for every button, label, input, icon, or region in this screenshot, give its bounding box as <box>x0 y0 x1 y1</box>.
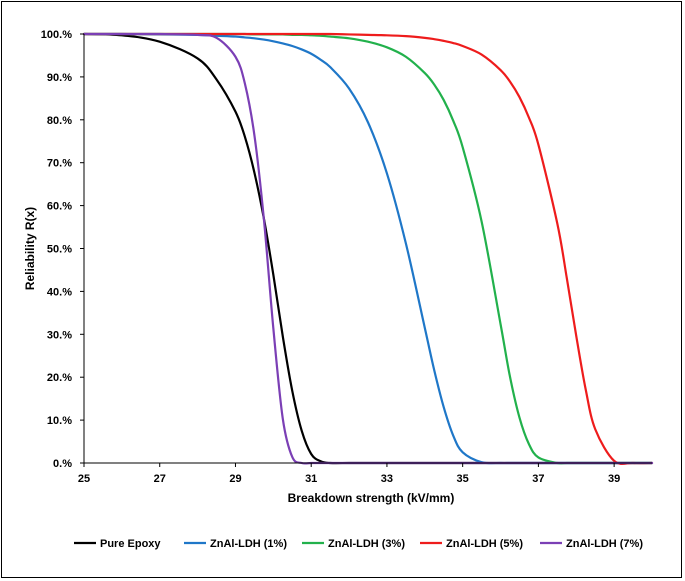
x-tick-label: 37 <box>532 473 544 485</box>
y-tick-label: 60.% <box>47 201 72 213</box>
y-tick-label: 50.% <box>47 244 72 256</box>
series-line-pure-epoxy <box>82 32 654 465</box>
legend-label-znal-ldh-5: ZnAl-LDH (5%) <box>446 538 523 550</box>
legend: Pure Epoxy ZnAl-LDH (1%) ZnAl-LDH (3%) ZnAl… <box>74 538 643 550</box>
x-axis-title: Breakdown strength (kV/mm) <box>288 491 455 505</box>
y-tick-label: 40.% <box>47 286 72 298</box>
x-tick-label: 27 <box>154 473 166 485</box>
x-tick-label: 35 <box>457 473 469 485</box>
y-tick-label: 90.% <box>47 72 72 84</box>
legend-label-znal-ldh-1: ZnAl-LDH (1%) <box>210 538 287 550</box>
y-tick-label: 70.% <box>47 158 72 170</box>
y-axis-ticks: 0.% 10.% 20.% 30.% 40.% 50.% 60.% 70.% 80.% 90.% 1… <box>41 29 84 470</box>
y-tick-label: 30.% <box>47 329 72 341</box>
y-axis-title: Reliability R(x) <box>23 207 37 290</box>
series-line-znal-ldh-7 <box>82 32 654 465</box>
legend-label-pure-epoxy: Pure Epoxy <box>100 538 161 550</box>
series-layer <box>82 32 654 466</box>
x-tick-label: 33 <box>381 473 393 485</box>
y-tick-label: 80.% <box>47 115 72 127</box>
y-tick-label: 0.% <box>53 458 72 470</box>
y-tick-label: 20.% <box>47 372 72 384</box>
x-tick-label: 39 <box>608 473 620 485</box>
x-axis-ticks: 25 27 29 31 33 35 37 39 <box>78 463 620 485</box>
x-tick-label: 31 <box>305 473 317 485</box>
series-line-znal-ldh-3 <box>82 32 654 465</box>
y-tick-label: 10.% <box>47 415 72 427</box>
series-line-znal-ldh-5 <box>82 32 654 466</box>
y-tick-label: 100.% <box>41 29 72 41</box>
series-line-znal-ldh-1 <box>82 32 654 465</box>
x-tick-label: 25 <box>78 473 90 485</box>
legend-label-znal-ldh-7: ZnAl-LDH (7%) <box>566 538 643 550</box>
legend-label-znal-ldh-3: ZnAl-LDH (3%) <box>328 538 405 550</box>
x-tick-label: 29 <box>229 473 241 485</box>
